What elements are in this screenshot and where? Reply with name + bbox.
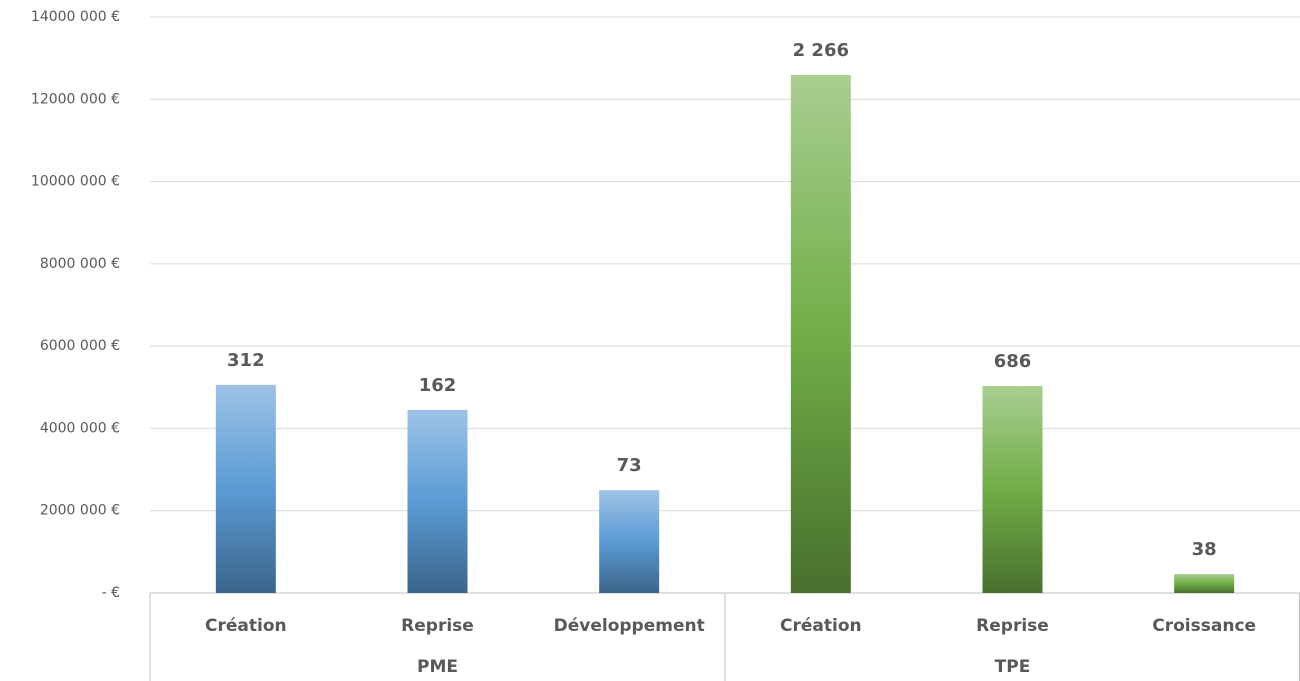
data-label: 73 (617, 455, 642, 476)
y-tick-label: 8000 000 € (40, 256, 120, 272)
bar (599, 490, 660, 593)
y-tick-label: 14000 000 € (31, 9, 120, 25)
x-tick-label: Reprise (401, 616, 474, 636)
y-tick-label: 2000 000 € (40, 503, 120, 519)
x-tick-label: Développement (554, 616, 705, 636)
x-tick-label: Reprise (976, 616, 1049, 636)
x-tick-label: Croissance (1152, 616, 1256, 636)
data-label: 38 (1192, 539, 1217, 560)
data-label: 162 (419, 375, 457, 396)
group-label: TPE (995, 657, 1031, 677)
x-tick-label: Création (780, 616, 862, 636)
y-tick-label: 10000 000 € (31, 174, 120, 190)
data-label: 2 266 (793, 40, 849, 61)
data-label: 686 (994, 351, 1032, 372)
group-label: PME (417, 657, 458, 677)
x-tick-label: Création (205, 616, 287, 636)
data-label: 312 (227, 350, 265, 371)
y-tick-label: 12000 000 € (31, 91, 120, 107)
bar (1174, 574, 1235, 593)
y-tick-label: - € (102, 585, 120, 601)
y-tick-label: 4000 000 € (40, 420, 120, 436)
bar (407, 409, 468, 593)
y-tick-label: 6000 000 € (40, 338, 120, 354)
bar (215, 384, 276, 593)
bar (982, 386, 1043, 593)
bar (790, 75, 851, 594)
